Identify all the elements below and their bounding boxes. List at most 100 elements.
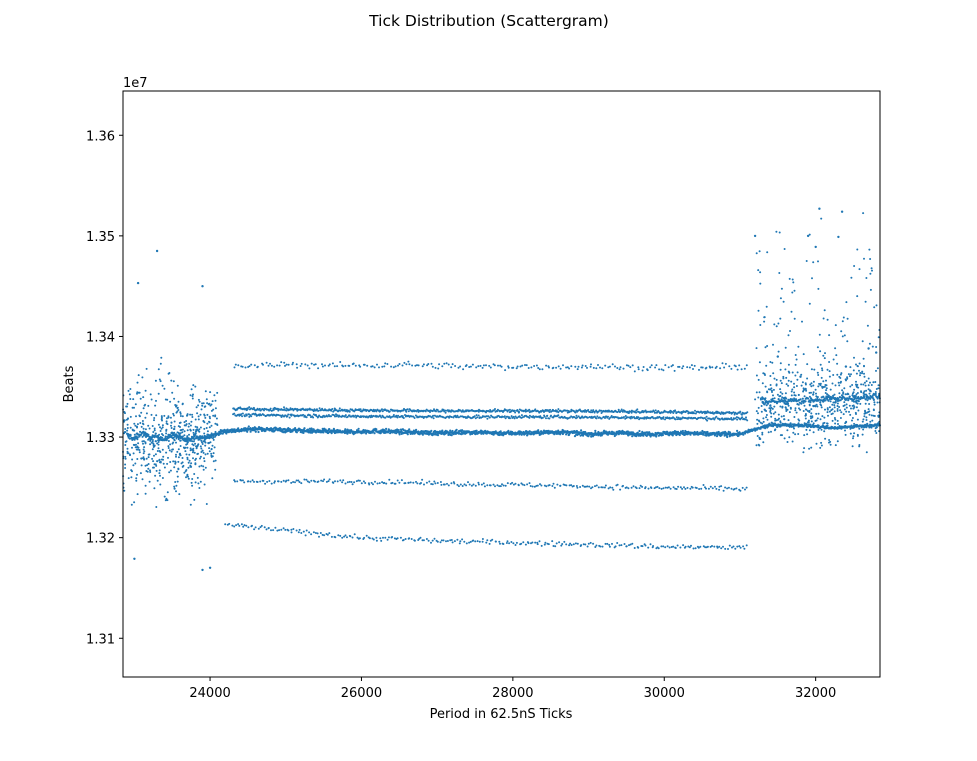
data-point [138,414,141,417]
data-point [266,480,269,483]
data-point [193,473,196,475]
data-point [838,392,841,395]
data-point [451,363,454,366]
data-point [828,370,831,373]
data-point [493,364,496,367]
data-point [278,364,281,367]
data-point [158,461,161,464]
data-point [593,411,596,414]
data-point [840,426,843,429]
data-point [576,368,579,371]
data-point [828,361,831,363]
data-point [352,362,355,365]
data-point [739,489,742,492]
data-point [839,417,842,419]
data-point [864,384,867,387]
data-point [661,433,665,437]
data-point [580,429,583,432]
data-point [328,478,331,481]
data-point [689,487,692,490]
data-point [514,544,517,546]
data-point [243,481,246,484]
data-point [806,363,809,366]
data-point [327,480,330,483]
data-point [861,340,864,343]
data-point [176,384,179,387]
data-point [155,399,157,402]
data-point [154,474,157,477]
data-point [778,231,781,234]
data-point [773,405,776,408]
data-point [768,422,771,425]
data-point [127,417,129,420]
data-point [820,376,823,379]
data-point [795,385,798,387]
data-point [241,415,244,418]
data-point [870,426,873,429]
data-point [246,430,249,433]
data-point [170,424,172,427]
data-point [185,443,188,446]
data-point [270,529,272,532]
data-point [201,441,203,444]
data-point [831,403,834,406]
data-point [440,483,443,486]
data-point [569,542,572,545]
data-point [321,365,324,368]
data-point [336,480,339,483]
data-point [720,547,723,550]
data-point [328,363,331,366]
data-point [247,425,250,428]
data-point [328,532,331,535]
data-point [499,542,501,545]
data-point [476,540,479,543]
data-point [396,416,399,419]
data-point [243,415,246,418]
data-point [512,366,515,369]
data-point [170,450,173,453]
data-point [208,441,211,444]
data-point [823,416,826,419]
data-point [815,442,818,445]
data-point [443,483,446,486]
data-point [871,269,873,272]
data-point [344,414,347,417]
data-point [199,426,202,429]
data-point [288,416,291,419]
data-point [253,480,255,483]
data-point [136,458,139,460]
data-point [766,426,769,429]
data-point [472,483,475,486]
data-point [572,485,575,487]
data-point [756,422,759,425]
data-point [869,288,872,291]
data-point [245,414,248,417]
data-point [503,415,506,418]
data-point [387,536,390,539]
data-point [524,543,527,546]
data-point [427,539,430,542]
data-point [430,429,433,432]
data-point [592,542,595,545]
data-point [520,542,523,545]
data-point [832,374,835,376]
data-point [149,469,151,472]
data-point [647,546,650,549]
data-point [175,484,178,487]
data-point [436,434,440,437]
data-point [161,448,164,451]
data-point [176,410,179,413]
data-point [629,417,632,420]
data-point [789,330,791,332]
data-point [793,317,796,320]
data-point [251,479,254,482]
data-point [779,405,782,408]
data-point [855,372,858,375]
data-point [761,398,764,400]
data-point [873,415,876,417]
data-point [304,534,307,537]
data-point [287,413,290,416]
data-point [803,395,806,398]
data-point [461,429,464,432]
data-point [304,363,307,366]
